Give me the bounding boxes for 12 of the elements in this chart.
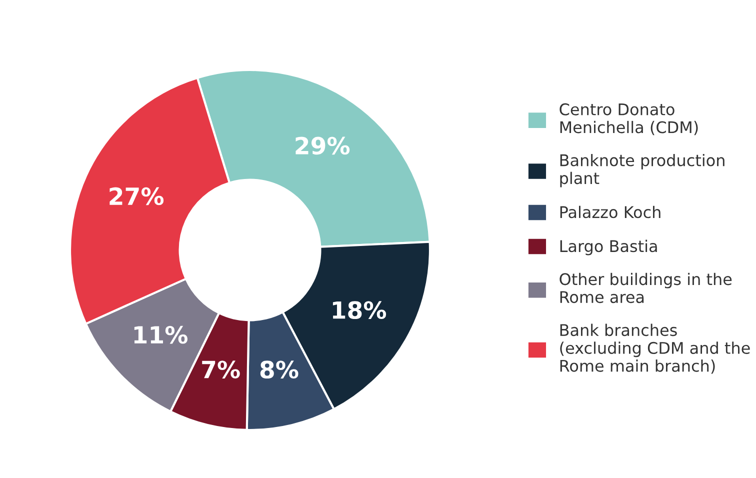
data-label: 7% [202, 360, 240, 378]
legend-label: Other buildings in the Rome area [560, 272, 732, 304]
legend-label: Centro Donato Menichella (CDM) [560, 103, 698, 136]
legend-label: Banknote production plant [560, 154, 724, 188]
data-label: 8% [260, 360, 298, 379]
legend-label: Bank branches (excluding CDM and the Rome main branch) [560, 324, 750, 374]
data-label: 18% [332, 301, 386, 320]
legend-label: Largo Bastia [560, 240, 657, 256]
data-label: 29% [296, 136, 350, 155]
data-label: 11% [134, 326, 188, 344]
legend-label: Palazzo Koch [560, 206, 660, 218]
data-label: 27% [110, 187, 164, 206]
